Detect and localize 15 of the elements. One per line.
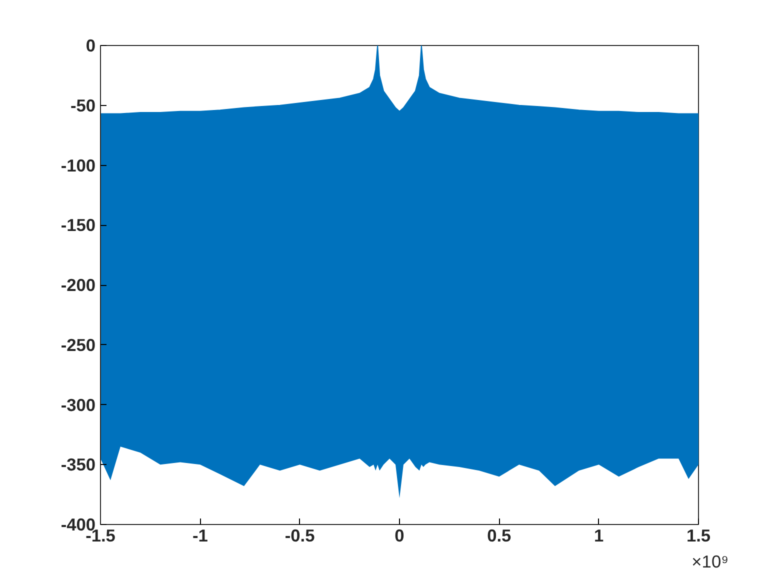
x-tick-label: -0.5 [284,526,316,546]
x-tick-label: -1 [192,526,208,546]
y-tick-label: -150 [60,215,96,236]
y-tick-label: -100 [60,155,96,176]
y-tick-label: -300 [60,394,96,415]
y-tick-label: -350 [60,454,96,475]
x-tick-label: 0.5 [487,526,512,546]
text: ×10⁹ [692,552,729,572]
x-tick-label: 0 [394,526,404,546]
y-tick-label: 0 [86,36,96,56]
y-tick-label: -250 [60,334,96,355]
x-tick-label: 1.5 [686,526,711,546]
x-tick-label: 1 [594,526,604,546]
y-tick-label: -50 [70,95,96,116]
y-tick-label: -200 [60,275,96,295]
